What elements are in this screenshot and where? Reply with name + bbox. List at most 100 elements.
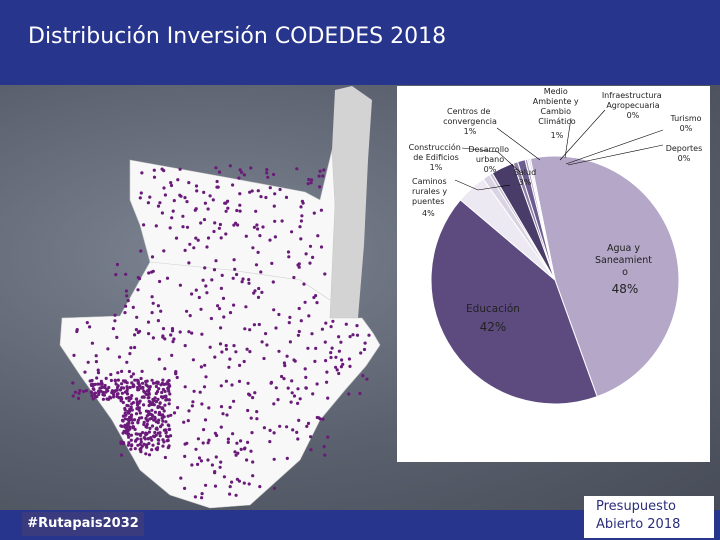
map-marker [124, 396, 129, 400]
map-marker [194, 236, 198, 240]
map-marker [125, 387, 129, 391]
map-marker [322, 168, 326, 172]
map-marker [309, 448, 313, 452]
map-marker [163, 367, 167, 371]
map-marker [262, 356, 266, 361]
map-marker [101, 397, 105, 401]
map-marker [325, 370, 329, 374]
map-marker [123, 380, 127, 384]
map-marker [183, 344, 187, 348]
map-marker [89, 390, 93, 394]
map-marker [136, 421, 140, 425]
map-marker [329, 325, 333, 329]
map-marker [139, 448, 143, 452]
map-marker [299, 205, 303, 209]
map-marker [299, 237, 303, 241]
map-marker [233, 267, 237, 271]
map-marker [260, 340, 264, 344]
map-marker [355, 333, 360, 337]
map-marker [203, 418, 208, 422]
map-marker [134, 412, 139, 416]
map-marker [321, 417, 325, 421]
map-marker [163, 403, 167, 407]
map-marker [361, 374, 365, 378]
map-marker [135, 432, 140, 436]
map-marker [140, 444, 144, 448]
map-marker [127, 399, 131, 403]
map-marker [156, 405, 160, 410]
map-marker [167, 402, 171, 406]
map-marker [130, 444, 134, 448]
label-infraestructura-pct: 0% [627, 111, 640, 120]
map-marker [83, 370, 87, 374]
map-marker [248, 350, 252, 354]
map-marker [319, 208, 323, 212]
map-marker [259, 270, 263, 274]
map-marker [150, 424, 155, 428]
map-marker [176, 178, 180, 182]
map-marker [273, 192, 277, 196]
map-marker [127, 419, 131, 423]
map-marker [170, 216, 174, 220]
map-marker [249, 449, 253, 453]
map-marker [129, 447, 133, 451]
map-marker [190, 463, 194, 467]
map-marker [247, 281, 251, 285]
map-marker [149, 436, 153, 440]
map-marker [71, 381, 75, 385]
label-desarrollo: Desarrollo urbano [468, 145, 511, 164]
map-marker [307, 177, 311, 182]
map-marker [121, 441, 125, 446]
map-marker [228, 311, 233, 315]
brand-line2: Abierto 2018 [596, 517, 681, 532]
map-marker [78, 388, 82, 393]
map-marker [226, 440, 230, 444]
map-marker [120, 382, 124, 386]
map-marker [140, 416, 144, 420]
map-marker [155, 390, 160, 394]
map-marker [204, 284, 208, 288]
map-marker [344, 322, 348, 326]
label-agua-line2: Saneamient [595, 255, 652, 266]
map-marker [156, 319, 160, 323]
map-marker [129, 375, 133, 379]
map-marker [261, 225, 265, 229]
map-marker [89, 383, 93, 387]
map-marker [161, 378, 165, 382]
map-marker [216, 304, 220, 308]
map-marker [268, 186, 272, 190]
map-marker [311, 255, 315, 259]
map-marker [284, 195, 289, 199]
map-marker [310, 332, 314, 336]
map-marker [272, 204, 276, 208]
map-marker [257, 322, 261, 327]
map-marker [115, 394, 119, 399]
map-marker [144, 383, 148, 387]
map-marker [193, 208, 197, 212]
map-marker [247, 482, 251, 486]
map-marker [123, 417, 127, 421]
map-marker [288, 340, 292, 344]
map-marker [308, 261, 312, 265]
leader-lines [454, 109, 664, 191]
map-marker [258, 485, 262, 489]
map-marker [297, 418, 301, 422]
map-marker [161, 438, 165, 442]
map-marker [199, 459, 203, 463]
map-marker [172, 411, 177, 415]
map-marker [113, 378, 117, 382]
map-marker [124, 289, 128, 293]
map-marker [317, 174, 321, 178]
map-marker [288, 315, 292, 319]
map-marker [147, 392, 151, 396]
map-marker [76, 396, 81, 400]
map-marker [164, 420, 168, 424]
map-marker [150, 438, 154, 442]
label-centros-line1: Centros de [447, 107, 491, 116]
map-marker [234, 453, 238, 457]
label-agua-line3: o [622, 267, 628, 278]
map-marker [210, 278, 214, 282]
map-marker [123, 311, 127, 315]
map-marker [86, 360, 90, 364]
map-marker [133, 378, 137, 382]
